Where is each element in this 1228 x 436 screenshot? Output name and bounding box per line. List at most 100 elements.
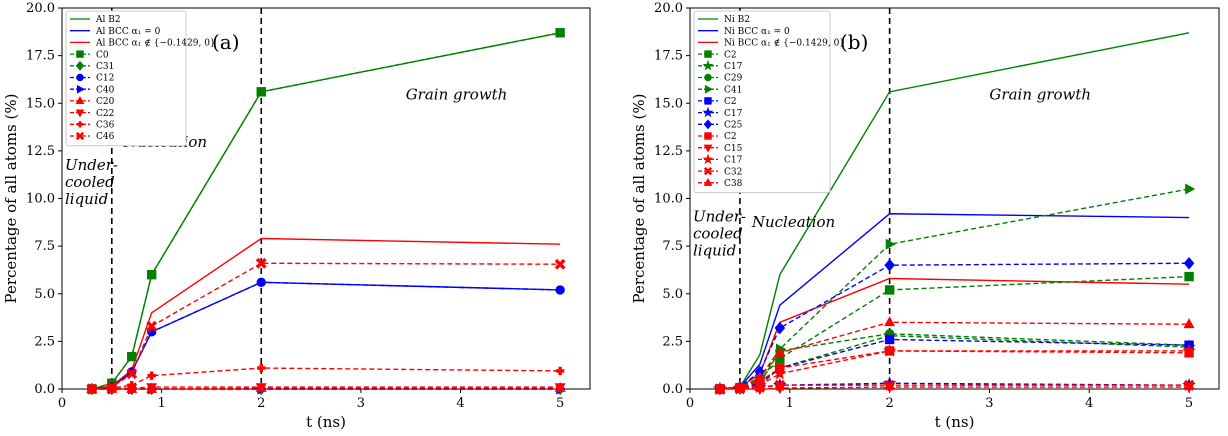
panel-label: (a) [212, 30, 240, 54]
panel-label: (b) [840, 30, 868, 54]
legend: Al B2 Al BCC α₁ = 0 Al BCC α₁ ∉ {−0.1429, … [65, 10, 216, 147]
y-tick-label: 10.0 [26, 192, 55, 207]
legend-entry: C2 [724, 97, 737, 107]
legend-marker [75, 60, 85, 71]
y-axis-label: Percentage of all atoms (%) [2, 94, 20, 304]
legend-marker [76, 73, 84, 82]
data-point [754, 381, 766, 393]
data-point [146, 383, 158, 394]
legend-entry: C0 [96, 50, 109, 60]
data-point [1183, 379, 1195, 391]
legend-marker [704, 50, 712, 58]
legend-marker [704, 132, 712, 140]
x-tick-label: 4 [1085, 396, 1093, 411]
x-tick-label: 5 [556, 396, 564, 411]
legend-marker [76, 84, 85, 94]
legend-entry: Ni BCC α₁ = 0 [724, 27, 790, 37]
data-point [884, 379, 896, 391]
series-line [91, 367, 561, 390]
annotation: Under-cooled liquid [65, 156, 118, 208]
legend-entry: C20 [96, 97, 115, 107]
legend-entry: C25 [724, 121, 743, 131]
series-c25-9 [714, 257, 1195, 396]
legend-entry: C15 [724, 144, 743, 154]
x-tick-label: 2 [885, 396, 893, 411]
y-axis-label: Percentage of all atoms (%) [630, 94, 648, 304]
x-tick-label: 1 [786, 396, 794, 411]
data-point [734, 381, 746, 391]
data-point [884, 258, 895, 272]
data-point [554, 258, 566, 270]
y-tick-label: 5.0 [662, 287, 683, 302]
x-tick-label: 0 [58, 396, 66, 411]
data-point [257, 363, 266, 373]
legend-entry: C46 [96, 132, 115, 142]
y-tick-label: 7.5 [662, 239, 683, 254]
data-point [714, 382, 726, 393]
y-tick-label: 20.0 [26, 1, 55, 16]
legend-marker [75, 131, 85, 141]
data-point [884, 285, 895, 295]
legend-entry: C40 [96, 85, 115, 95]
legend-marker [75, 109, 85, 118]
x-tick-label: 3 [357, 396, 365, 411]
y-tick-label: 20.0 [654, 1, 683, 16]
data-point [127, 351, 137, 362]
data-point [106, 381, 118, 393]
legend-marker [702, 153, 714, 165]
y-tick-label: 15.0 [654, 96, 683, 111]
legend-marker [76, 121, 84, 128]
series-c2-3 [715, 271, 1194, 394]
legend-box [693, 10, 831, 193]
legend-entry: C2 [724, 50, 737, 60]
x-axis-label: t (ns) [935, 413, 975, 431]
y-tick-label: 17.5 [654, 49, 683, 64]
y-tick-label: 2.5 [34, 334, 55, 349]
series-al-bcc-0-1429-0--2 [91, 237, 561, 390]
annotation: Grain growth [406, 85, 508, 103]
data-point [127, 380, 136, 390]
series-c12-5 [87, 277, 565, 394]
annotation: Nucleation [751, 213, 835, 231]
data-point [146, 320, 158, 332]
series-line [91, 281, 561, 390]
legend-marker [704, 97, 712, 105]
series-ni-bcc-0-1429-0--2 [719, 277, 1190, 390]
data-point [884, 316, 896, 327]
data-point [555, 28, 565, 38]
legend-entry: C38 [724, 179, 743, 189]
series-c38-14 [714, 316, 1195, 393]
series-al-bcc-0-1 [91, 281, 561, 390]
data-point [884, 334, 895, 345]
series-line [719, 213, 1190, 390]
y-tick-label: 12.5 [26, 144, 55, 159]
data-point [1184, 271, 1194, 282]
legend-entry: C17 [724, 109, 743, 119]
y-tick-label: 0.0 [34, 382, 55, 397]
x-tick-label: 1 [157, 396, 165, 411]
data-point [256, 277, 266, 288]
series-line [719, 382, 1190, 390]
data-point [555, 366, 565, 376]
series-c46-10 [86, 257, 566, 395]
series-line [719, 262, 1190, 390]
data-point [1183, 318, 1195, 329]
series-c2-10 [715, 346, 1194, 394]
y-tick-label: 7.5 [34, 239, 55, 254]
data-point [774, 321, 786, 335]
legend-entry: Ni BCC α₁ ∉ {−0.1429, 0} [724, 39, 845, 49]
legend-entry: Al BCC α₁ ∉ {−0.1429, 0} [95, 39, 216, 49]
legend-entry: C17 [724, 156, 743, 166]
legend-entry: C36 [96, 121, 115, 131]
legend-entry: C22 [96, 109, 114, 119]
legend-marker [704, 84, 713, 94]
data-point [885, 238, 896, 250]
data-point [255, 383, 267, 394]
x-tick-label: 4 [456, 396, 464, 411]
data-point [255, 257, 267, 269]
series-line [719, 333, 1190, 390]
data-point [773, 366, 787, 380]
x-tick-label: 0 [686, 396, 694, 411]
legend-entry: Al B2 [95, 15, 121, 25]
